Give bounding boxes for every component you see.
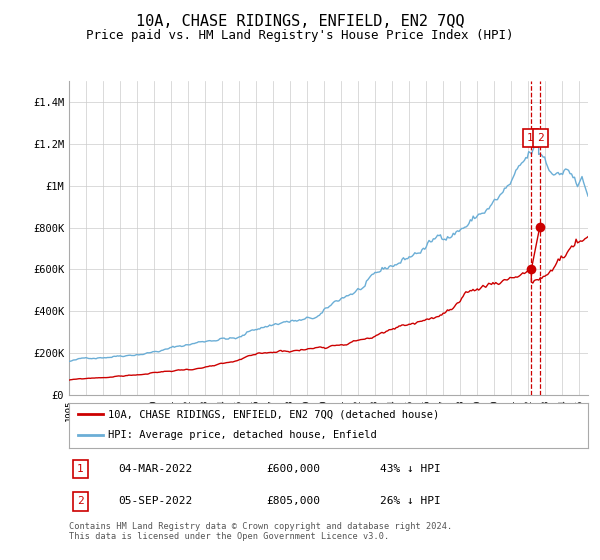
Text: 26% ↓ HPI: 26% ↓ HPI xyxy=(380,497,441,506)
Text: 10A, CHASE RIDINGS, ENFIELD, EN2 7QQ (detached house): 10A, CHASE RIDINGS, ENFIELD, EN2 7QQ (de… xyxy=(108,409,439,419)
Text: £805,000: £805,000 xyxy=(266,497,320,506)
Text: 1: 1 xyxy=(77,464,84,474)
Text: Contains HM Land Registry data © Crown copyright and database right 2024.
This d: Contains HM Land Registry data © Crown c… xyxy=(69,522,452,542)
Text: 2: 2 xyxy=(77,497,84,506)
Text: 2: 2 xyxy=(538,133,544,143)
Text: 04-MAR-2022: 04-MAR-2022 xyxy=(118,464,193,474)
Text: 43% ↓ HPI: 43% ↓ HPI xyxy=(380,464,441,474)
Text: £600,000: £600,000 xyxy=(266,464,320,474)
Text: HPI: Average price, detached house, Enfield: HPI: Average price, detached house, Enfi… xyxy=(108,431,377,441)
Text: 05-SEP-2022: 05-SEP-2022 xyxy=(118,497,193,506)
Text: 10A, CHASE RIDINGS, ENFIELD, EN2 7QQ: 10A, CHASE RIDINGS, ENFIELD, EN2 7QQ xyxy=(136,14,464,29)
Text: Price paid vs. HM Land Registry's House Price Index (HPI): Price paid vs. HM Land Registry's House … xyxy=(86,29,514,42)
Text: 1: 1 xyxy=(527,133,534,143)
